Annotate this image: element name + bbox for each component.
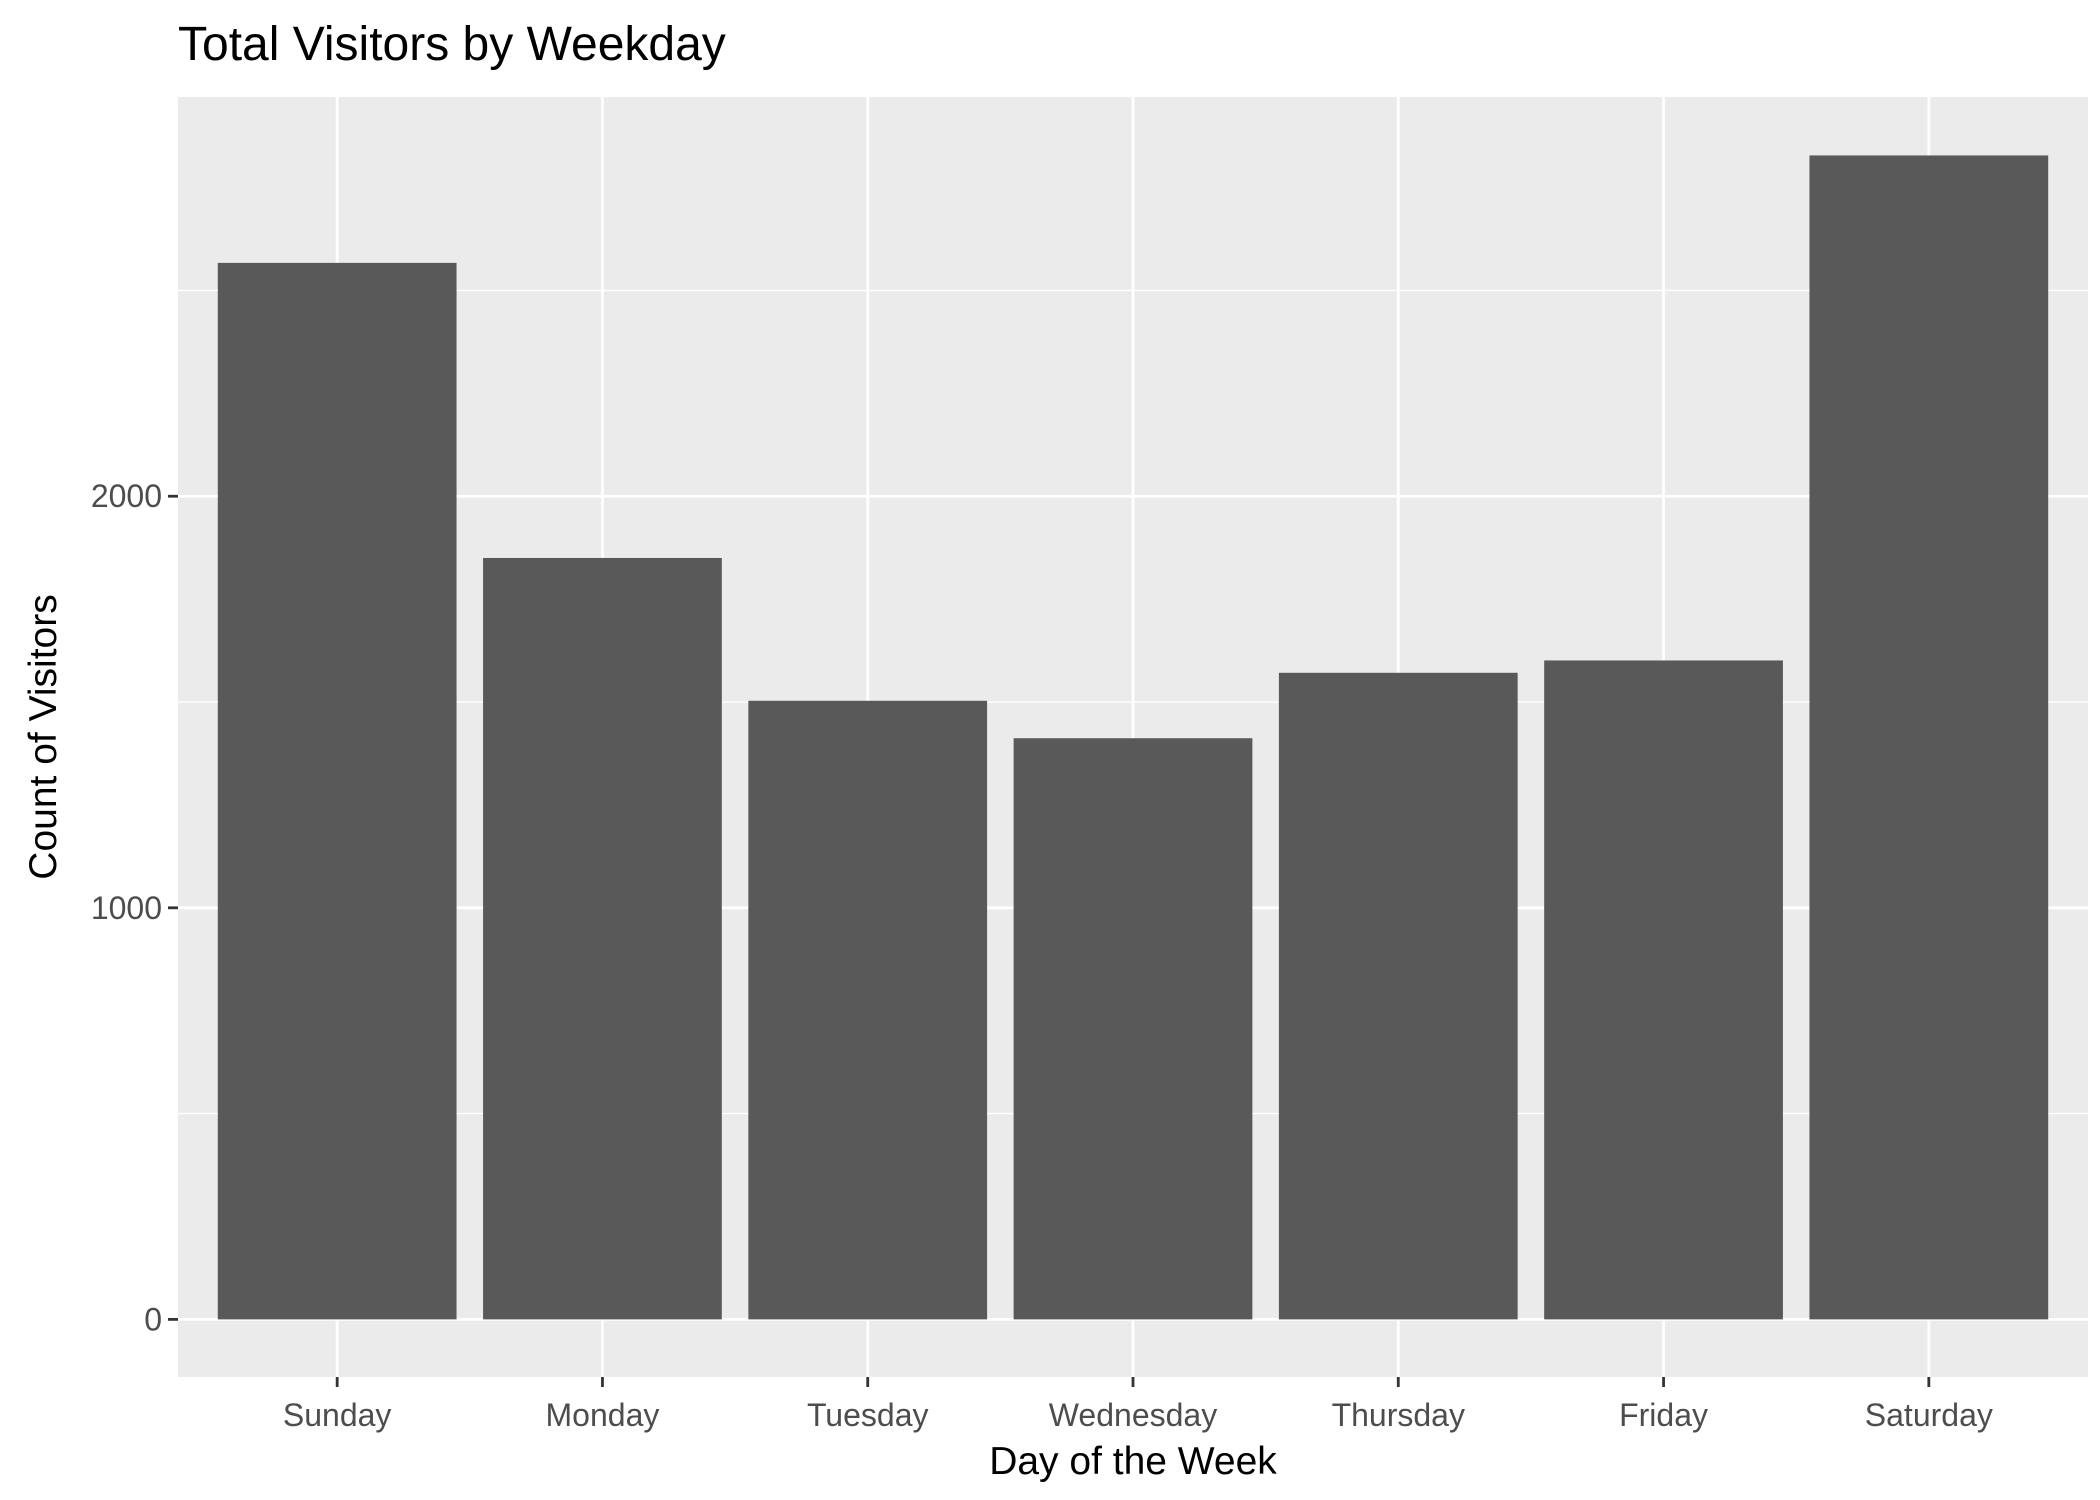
bar-monday — [483, 557, 722, 1320]
x-tick-label: Saturday — [1865, 1397, 1993, 1433]
y-tick-label: 0 — [144, 1301, 162, 1337]
bar-thursday — [1278, 672, 1518, 1320]
bar-wednesday — [1013, 738, 1253, 1320]
x-axis-title: Day of the Week — [989, 1440, 1277, 1483]
y-axis-title: Count of Visitors — [22, 594, 65, 879]
chart-title: Total Visitors by Weekday — [178, 18, 726, 71]
y-axis: 0 1000 2000 — [91, 478, 178, 1337]
x-tick-label: Friday — [1619, 1397, 1708, 1433]
bar-tuesday — [748, 700, 988, 1320]
x-tick-label: Thursday — [1332, 1397, 1465, 1433]
y-tick-label: 1000 — [91, 890, 162, 926]
x-axis: Sunday Monday Tuesday Wednesday Thursday Frid… — [283, 1377, 1993, 1433]
bar-sunday — [217, 262, 457, 1320]
y-tick-label: 2000 — [91, 478, 162, 514]
bar-friday — [1544, 660, 1783, 1320]
x-tick-label: Wednesday — [1049, 1397, 1217, 1433]
bar-saturday — [1809, 155, 2049, 1320]
x-tick-label: Monday — [546, 1397, 660, 1433]
x-tick-label: Sunday — [283, 1397, 392, 1433]
x-tick-label: Tuesday — [807, 1397, 929, 1433]
bars — [217, 155, 2049, 1320]
